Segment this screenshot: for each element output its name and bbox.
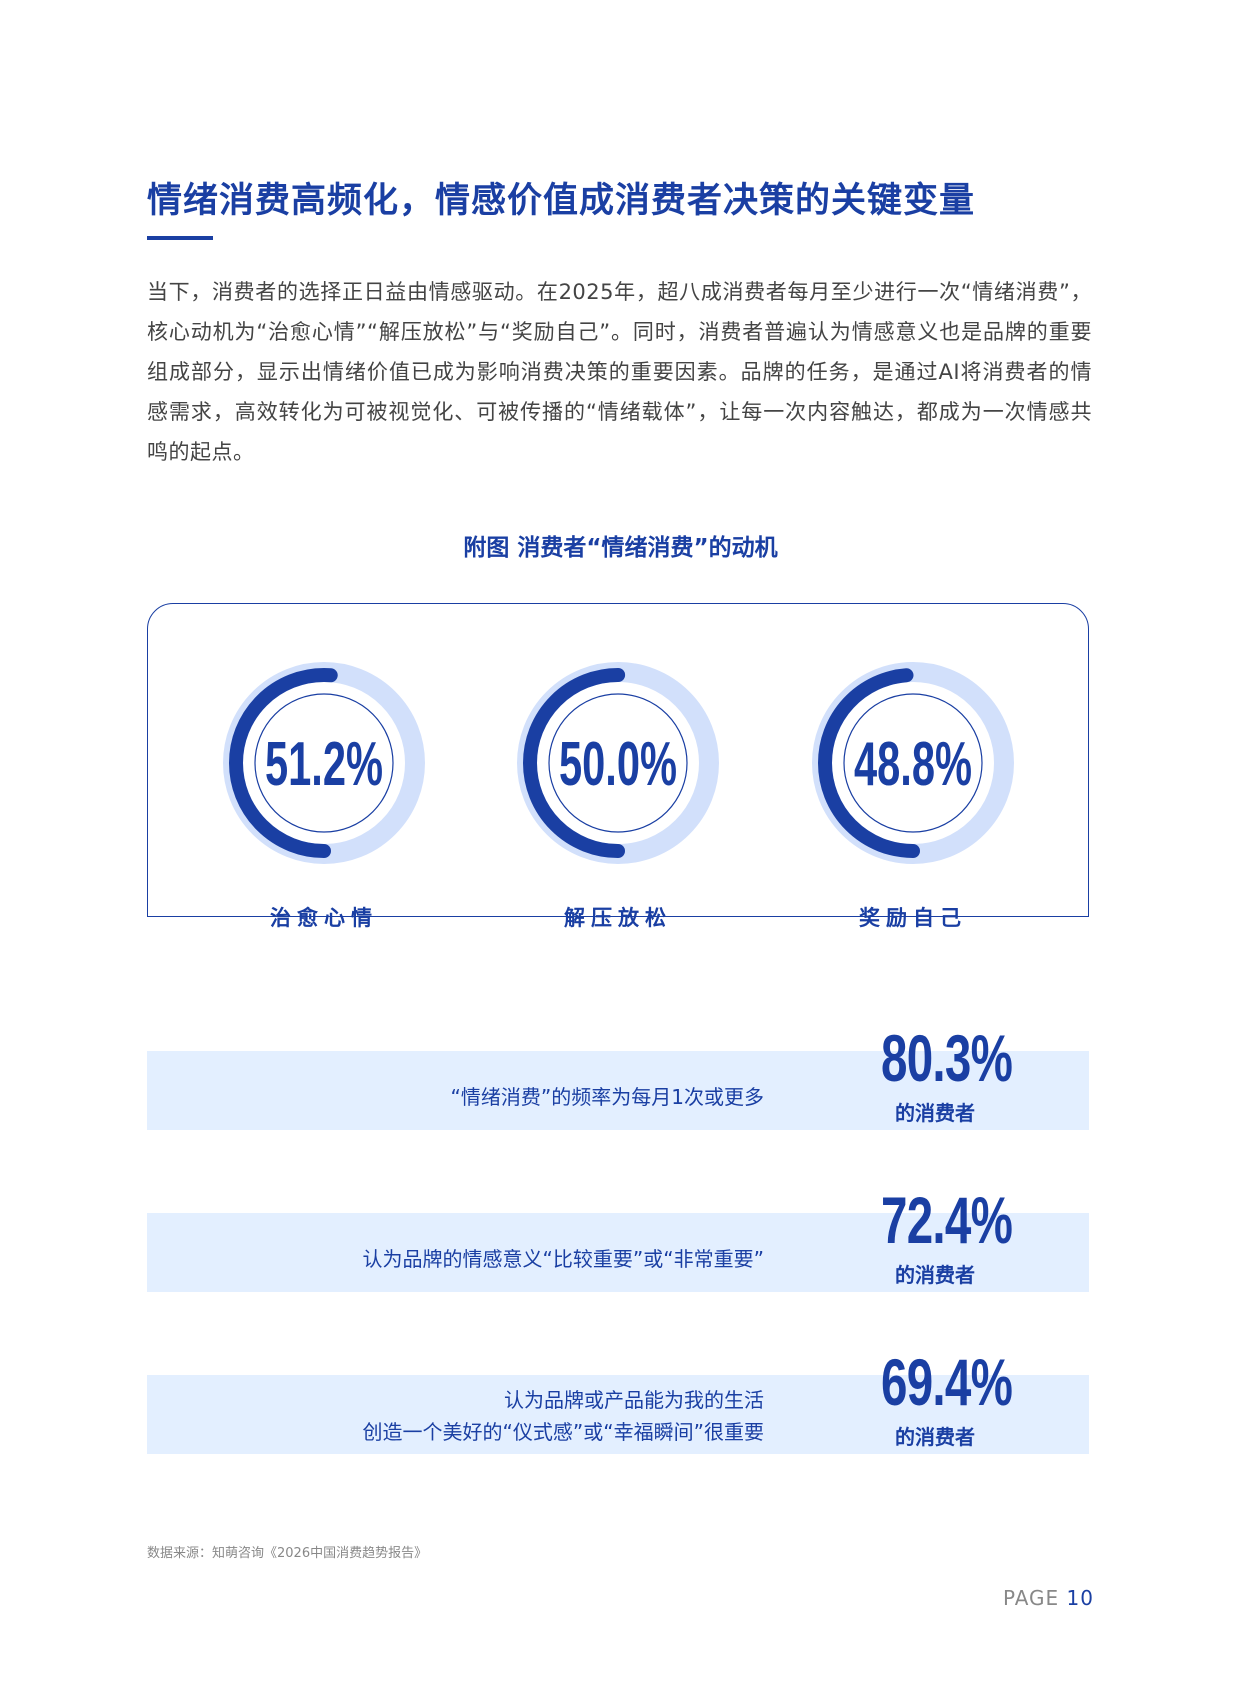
figure-title: 附图 消费者“情绪消费”的动机 <box>463 535 778 561</box>
page-number: PAGE 10 <box>1003 1586 1094 1610</box>
stat-value: 80.3% <box>881 1021 1013 1095</box>
motive-ring: 50.0% <box>516 661 720 865</box>
ring-value: 50.0% <box>559 730 677 799</box>
ring-value-arc <box>523 668 713 858</box>
data-source: 数据来源：知萌咨询《2026中国消费趋势报告》 <box>147 1546 428 1561</box>
motive-label: 解压放松 <box>564 906 672 930</box>
stat-text: “情绪消费”的频率为每月1次或更多 <box>450 1085 764 1109</box>
ring-value: 48.8% <box>854 730 972 799</box>
stat-row: 认为品牌的情感意义“比较重要”或“非常重要” <box>147 1213 1089 1292</box>
ring-value: 51.2% <box>265 730 383 799</box>
page-title: 情绪消费高频化，情感价值成消费者决策的关键变量 <box>147 181 976 221</box>
stat-value: 69.4% <box>881 1345 1013 1419</box>
motive-ring: 48.8% <box>811 661 1015 865</box>
ring-value-arc <box>229 668 419 858</box>
motive-label: 奖励自己 <box>859 906 967 930</box>
ring-inner-circle <box>548 693 688 833</box>
ring-value-arc <box>818 668 1008 858</box>
page-prefix: PAGE <box>1002 1586 1060 1610</box>
stat-text: 认为品牌的情感意义“比较重要”或“非常重要” <box>362 1247 764 1271</box>
stat-unit: 的消费者 <box>895 1425 975 1449</box>
stat-text-line-1: 认为品牌或产品能为我的生活 <box>504 1388 764 1412</box>
ring-inner-circle <box>254 693 394 833</box>
stat-unit: 的消费者 <box>895 1263 975 1287</box>
page-number-value: 10 <box>1066 1586 1094 1610</box>
motive-chart-frame <box>147 603 1089 917</box>
motive-ring: 51.2% <box>222 661 426 865</box>
ring-inner-circle <box>843 693 983 833</box>
stat-value: 72.4% <box>881 1183 1013 1257</box>
intro-paragraph: 当下，消费者的选择正日益由情感驱动。在2025年，超八成消费者每月至少进行一次“… <box>147 280 1092 464</box>
stat-row: 认为品牌或产品能为我的生活 创造一个美好的“仪式感”或“幸福瞬间”很重要 <box>147 1375 1089 1454</box>
motive-label: 治愈心情 <box>270 906 378 930</box>
stat-unit: 的消费者 <box>895 1101 975 1125</box>
stat-text-line-2: 创造一个美好的“仪式感”或“幸福瞬间”很重要 <box>362 1420 764 1444</box>
stat-row: “情绪消费”的频率为每月1次或更多 <box>147 1051 1089 1130</box>
title-underline <box>147 236 213 240</box>
